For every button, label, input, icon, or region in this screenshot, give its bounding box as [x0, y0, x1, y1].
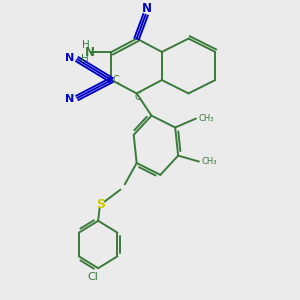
- Text: Cl: Cl: [87, 272, 98, 282]
- Text: H: H: [81, 54, 89, 64]
- Text: H: H: [82, 40, 90, 50]
- Text: N: N: [142, 2, 152, 15]
- Text: CH₃: CH₃: [198, 114, 214, 123]
- Text: N: N: [65, 94, 75, 104]
- Text: C: C: [135, 92, 142, 102]
- Text: S: S: [97, 198, 106, 211]
- Text: C: C: [112, 75, 119, 85]
- Text: N: N: [85, 46, 95, 59]
- Text: CH₃: CH₃: [201, 157, 217, 166]
- Text: N: N: [65, 53, 75, 63]
